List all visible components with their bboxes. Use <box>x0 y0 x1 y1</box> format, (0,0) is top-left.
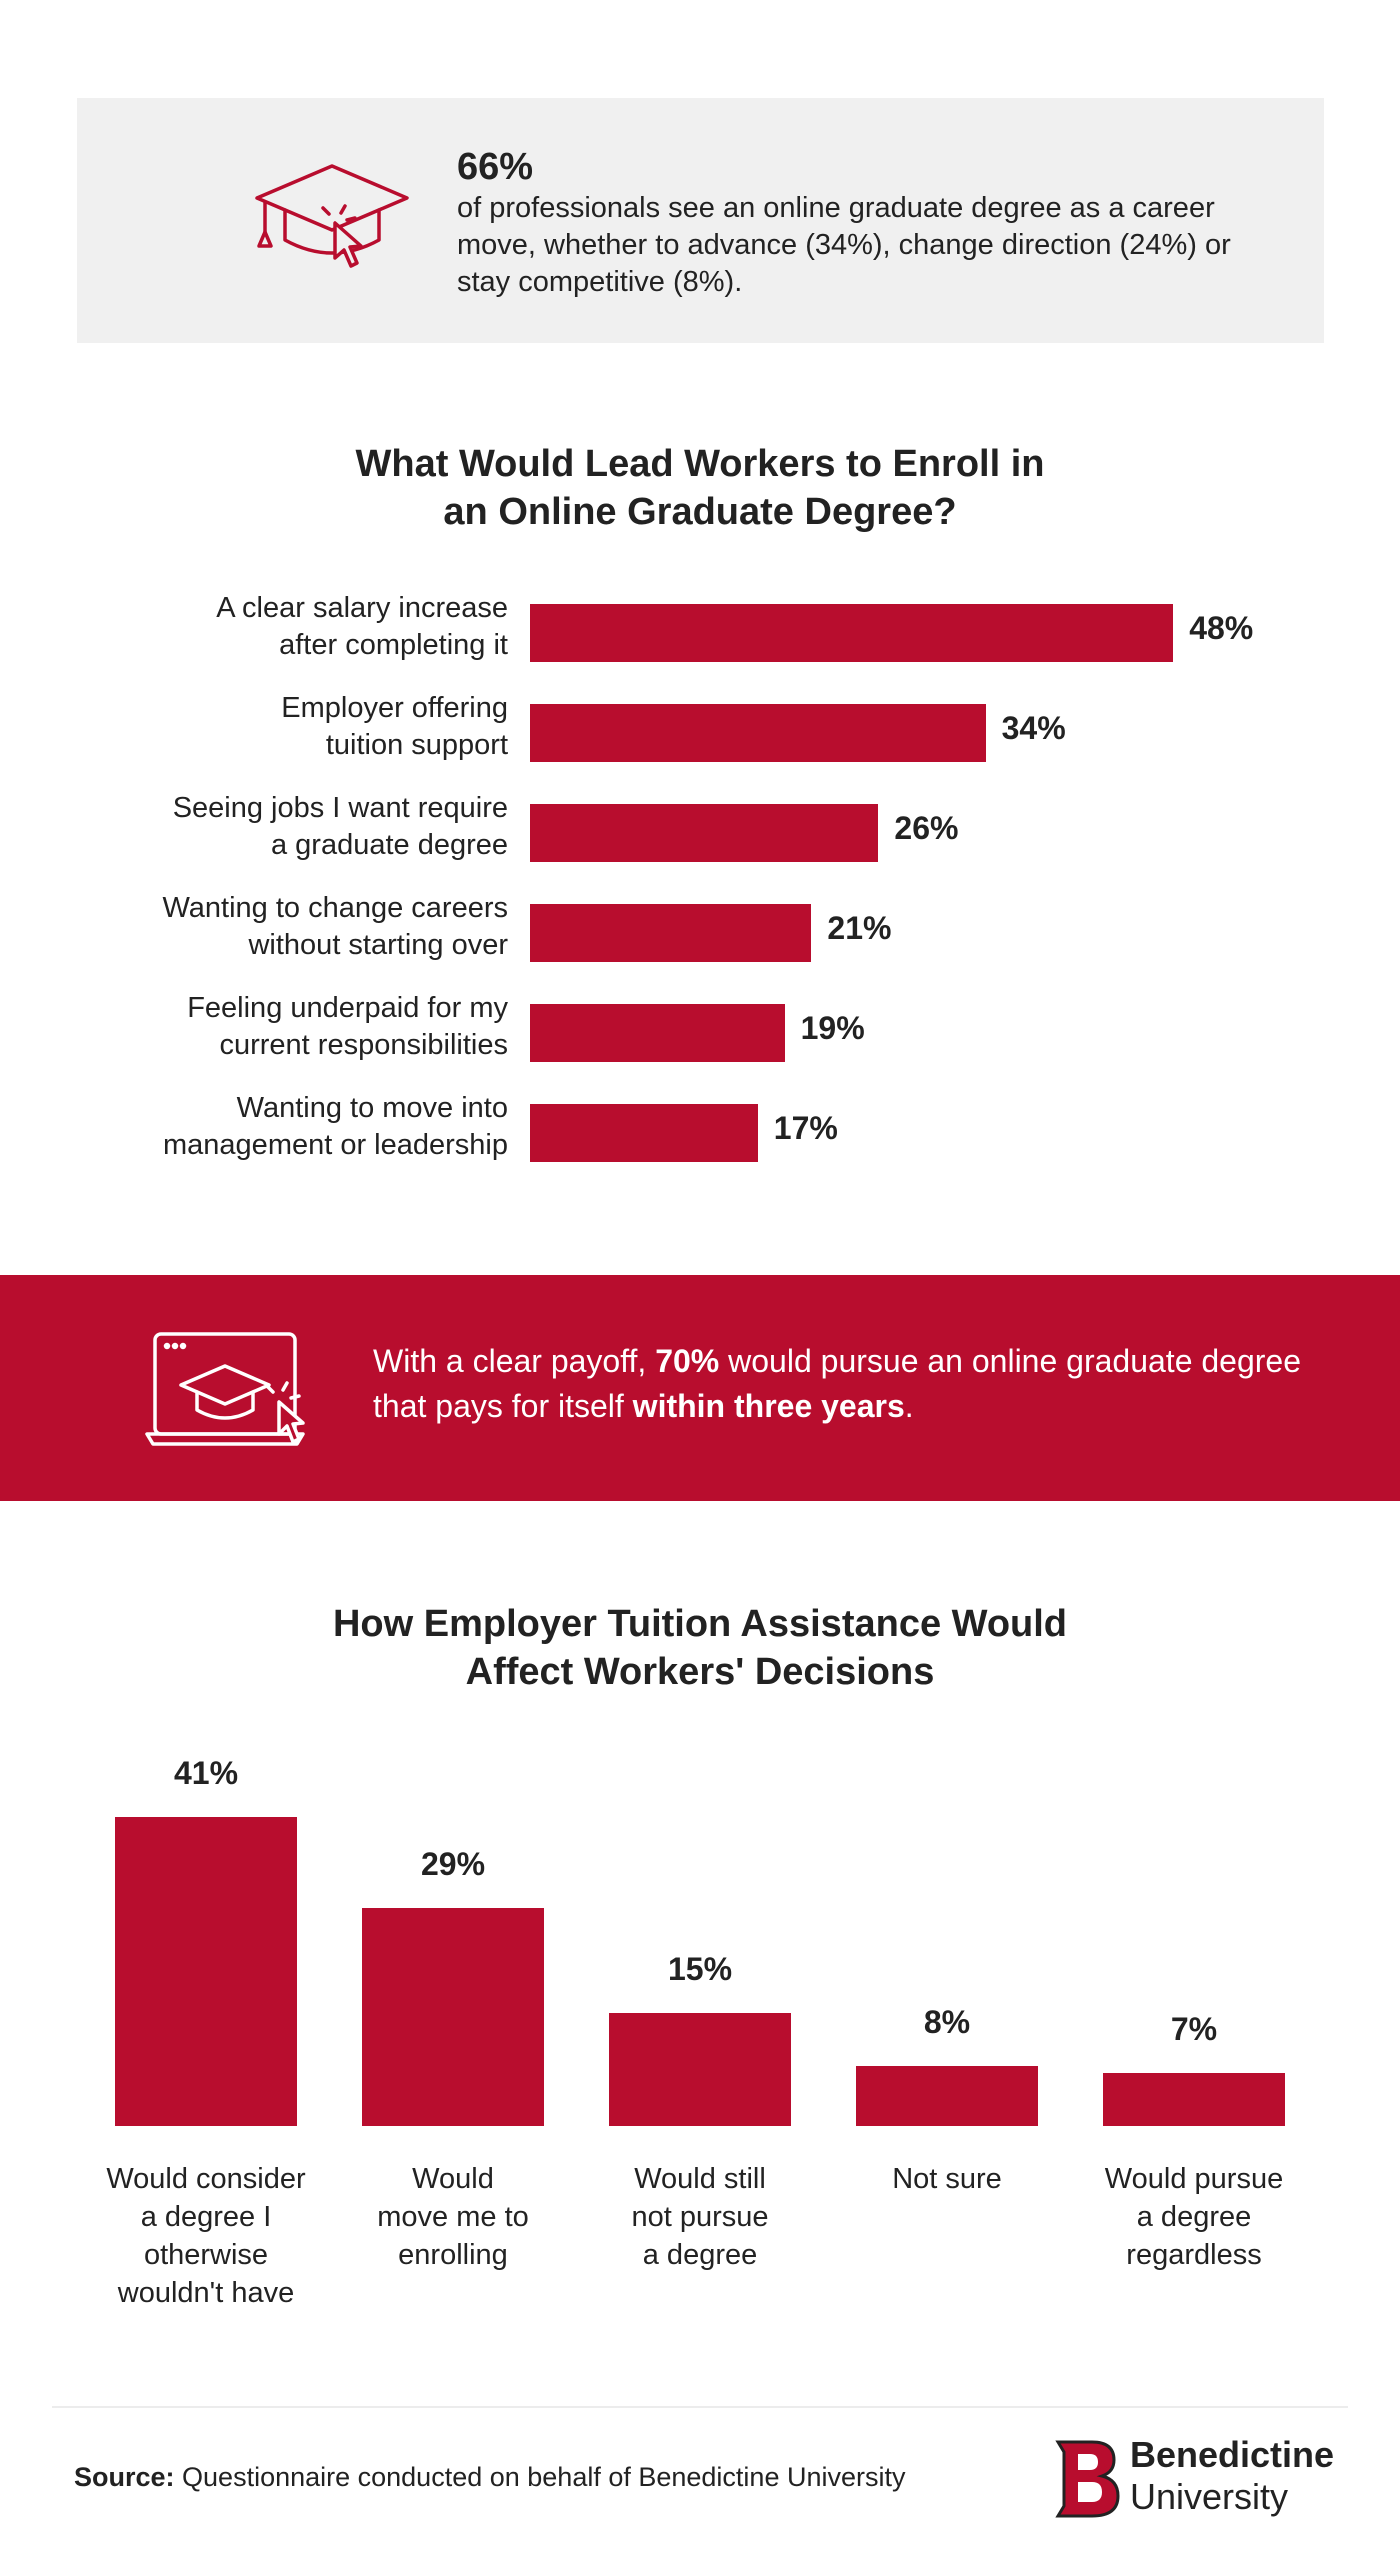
column: 8% Not sure <box>831 1740 1078 2340</box>
laptop-graduation-cap-icon <box>145 1332 305 1446</box>
bar-value-label: 15% <box>667 1951 733 1988</box>
source-note: Source: Questionnaire conducted on behal… <box>74 2462 905 2493</box>
bar-value-label: 17% <box>773 1110 838 1146</box>
bar-value-label: 48% <box>1189 610 1254 646</box>
bar <box>530 604 1174 662</box>
source-label: Source: <box>74 2462 175 2492</box>
stat-description: of professionals see an online graduate … <box>457 192 1231 298</box>
banner-text-before: With a clear payoff, <box>373 1343 656 1379</box>
benedictine-b-logo-icon <box>1055 2440 1120 2518</box>
bar-category-label: Would pursue a degree regardless <box>1104 2163 1284 2271</box>
vertical-bar-chart: 41% Would consider a degree I otherwise w… <box>0 1740 1400 2340</box>
bar-row: Feeling underpaid for my current respons… <box>0 990 1400 1070</box>
stat-callout: 66% of professionals see an online gradu… <box>77 98 1324 343</box>
bar-category-label: Would consider a degree I otherwise woul… <box>106 2163 306 2309</box>
bar-category-label: Employer offering tuition support <box>281 692 508 761</box>
bar-row: A clear salary increase after completing… <box>0 590 1400 670</box>
bar-category-label: Would still not pursue a degree <box>631 2163 769 2271</box>
bar-value-label: 26% <box>894 810 959 846</box>
bar-category-label: Feeling underpaid for my current respons… <box>187 992 508 1061</box>
source-text: Questionnaire conducted on behalf of Ben… <box>174 2462 906 2492</box>
stat-percent: 66% <box>457 146 534 188</box>
bar-category-label: Would move me to enrolling <box>377 2163 529 2271</box>
bar-row: Wanting to change careers without starti… <box>0 890 1400 970</box>
banner-bold-percent: 70% <box>655 1343 720 1379</box>
column: 29% Would move me to enrolling <box>337 1740 584 2340</box>
banner-text-after: . <box>904 1388 914 1424</box>
payoff-banner: With a clear payoff, 70% would pursue an… <box>0 1275 1400 1501</box>
bar <box>609 2013 791 2126</box>
column: 7% Would pursue a degree regardless <box>1078 1740 1325 2340</box>
horizontal-bar-chart: A clear salary increase after completing… <box>0 590 1400 1190</box>
column: 41% Would consider a degree I otherwise w… <box>90 1740 337 2340</box>
bar-category-label: Wanting to change careers without starti… <box>162 892 508 961</box>
bar-value-label: 21% <box>827 910 892 946</box>
bar-value-label: 29% <box>420 1845 486 1882</box>
bar-category-label: Wanting to move into management or leade… <box>163 1092 508 1161</box>
bar <box>530 704 986 762</box>
bar <box>530 1004 785 1062</box>
bar-category-label: Seeing jobs I want require a graduate de… <box>172 792 508 861</box>
bar <box>362 1907 544 2126</box>
banner-bold-timeframe: within three years <box>632 1388 905 1424</box>
logo-subtitle: University <box>1130 2476 1289 2517</box>
bar-category-label: Not sure <box>892 2163 1002 2195</box>
column: 15% Would still not pursue a degree <box>584 1740 831 2340</box>
bar <box>1103 2073 1285 2126</box>
bar-category-label: A clear salary increase after completing… <box>216 592 508 661</box>
graduation-cap-cursor-icon <box>255 164 409 268</box>
bar-value-label: 8% <box>923 2003 971 2040</box>
bar <box>856 2065 1038 2126</box>
logo-name: Benedictine <box>1130 2434 1335 2475</box>
bar-row: Wanting to move into management or leade… <box>0 1090 1400 1170</box>
banner-text: With a clear payoff, 70% would pursue an… <box>373 1339 1353 1429</box>
bar <box>530 804 879 862</box>
bar <box>530 1104 758 1162</box>
bar-value-label: 7% <box>1170 2011 1218 2048</box>
banner-text-middle: would pursue an online graduate degree t… <box>373 1343 1302 1424</box>
bar-row: Seeing jobs I want require a graduate de… <box>0 790 1400 870</box>
bar <box>530 904 812 962</box>
benedictine-logo: Benedictine University <box>1052 2432 1352 2522</box>
chart-title-enroll-reasons: What Would Lead Workers to Enroll in an … <box>355 443 1045 533</box>
chart-title-tuition-assistance: How Employer Tuition Assistance Would Af… <box>332 1603 1068 1693</box>
bar-value-label: 34% <box>1001 710 1066 746</box>
footer-divider <box>52 2406 1348 2408</box>
bar-value-label: 41% <box>173 1755 239 1792</box>
bar-row: Employer offering tuition support 34% <box>0 690 1400 770</box>
bar-value-label: 19% <box>800 1010 865 1046</box>
bar <box>115 1817 297 2126</box>
